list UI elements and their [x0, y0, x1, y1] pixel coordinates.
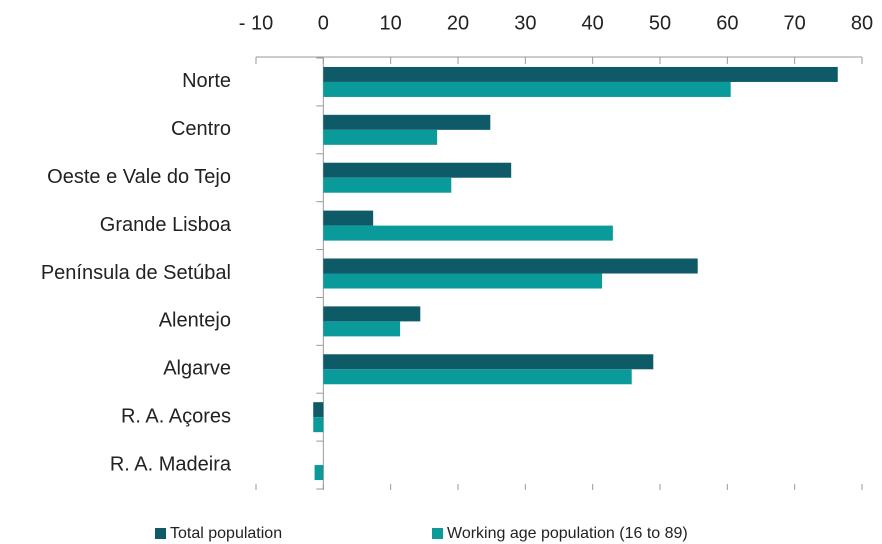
bar: [323, 321, 401, 337]
y-tick-label: R. A. Madeira: [110, 453, 232, 475]
y-tick-label: Norte: [182, 70, 231, 92]
y-tick-label: Península de Setúbal: [41, 262, 231, 284]
bar: [323, 129, 438, 145]
x-tick-label: 70: [784, 12, 806, 34]
legend-swatch: [155, 528, 166, 539]
legend-swatch: [432, 528, 443, 539]
bar: [313, 402, 324, 418]
y-tick-label: Alentejo: [159, 310, 231, 332]
bar: [323, 306, 421, 322]
y-tick-label: Grande Lisboa: [100, 214, 232, 236]
legend-label: Total population: [170, 525, 282, 542]
bar: [323, 162, 512, 178]
legend-label: Working age population (16 to 89): [447, 525, 688, 542]
x-tick-label: 0: [318, 12, 329, 34]
x-tick-label: 40: [582, 12, 604, 34]
y-tick-label: Oeste e Vale do Tejo: [47, 166, 231, 188]
bar: [323, 258, 698, 274]
x-tick-label: - 10: [239, 12, 273, 34]
bar: [314, 465, 324, 481]
x-tick-label: 10: [380, 12, 402, 34]
bar: [323, 369, 632, 385]
bar: [323, 114, 491, 130]
bar: [323, 273, 603, 289]
x-tick-label: 30: [514, 12, 536, 34]
x-tick-label: 50: [649, 12, 671, 34]
x-tick-label: 20: [447, 12, 469, 34]
bar: [323, 210, 374, 226]
x-tick-label: 80: [851, 12, 873, 34]
bar: [323, 225, 613, 241]
y-tick-label: Centro: [171, 118, 231, 140]
bar: [323, 81, 731, 97]
x-tick-label: 60: [716, 12, 738, 34]
y-tick-label: R. A. Açores: [121, 405, 231, 427]
bar: [313, 417, 324, 433]
bar: [323, 177, 452, 193]
bar: [323, 66, 838, 82]
y-tick-label: Algarve: [163, 358, 231, 380]
bar: [323, 354, 654, 370]
